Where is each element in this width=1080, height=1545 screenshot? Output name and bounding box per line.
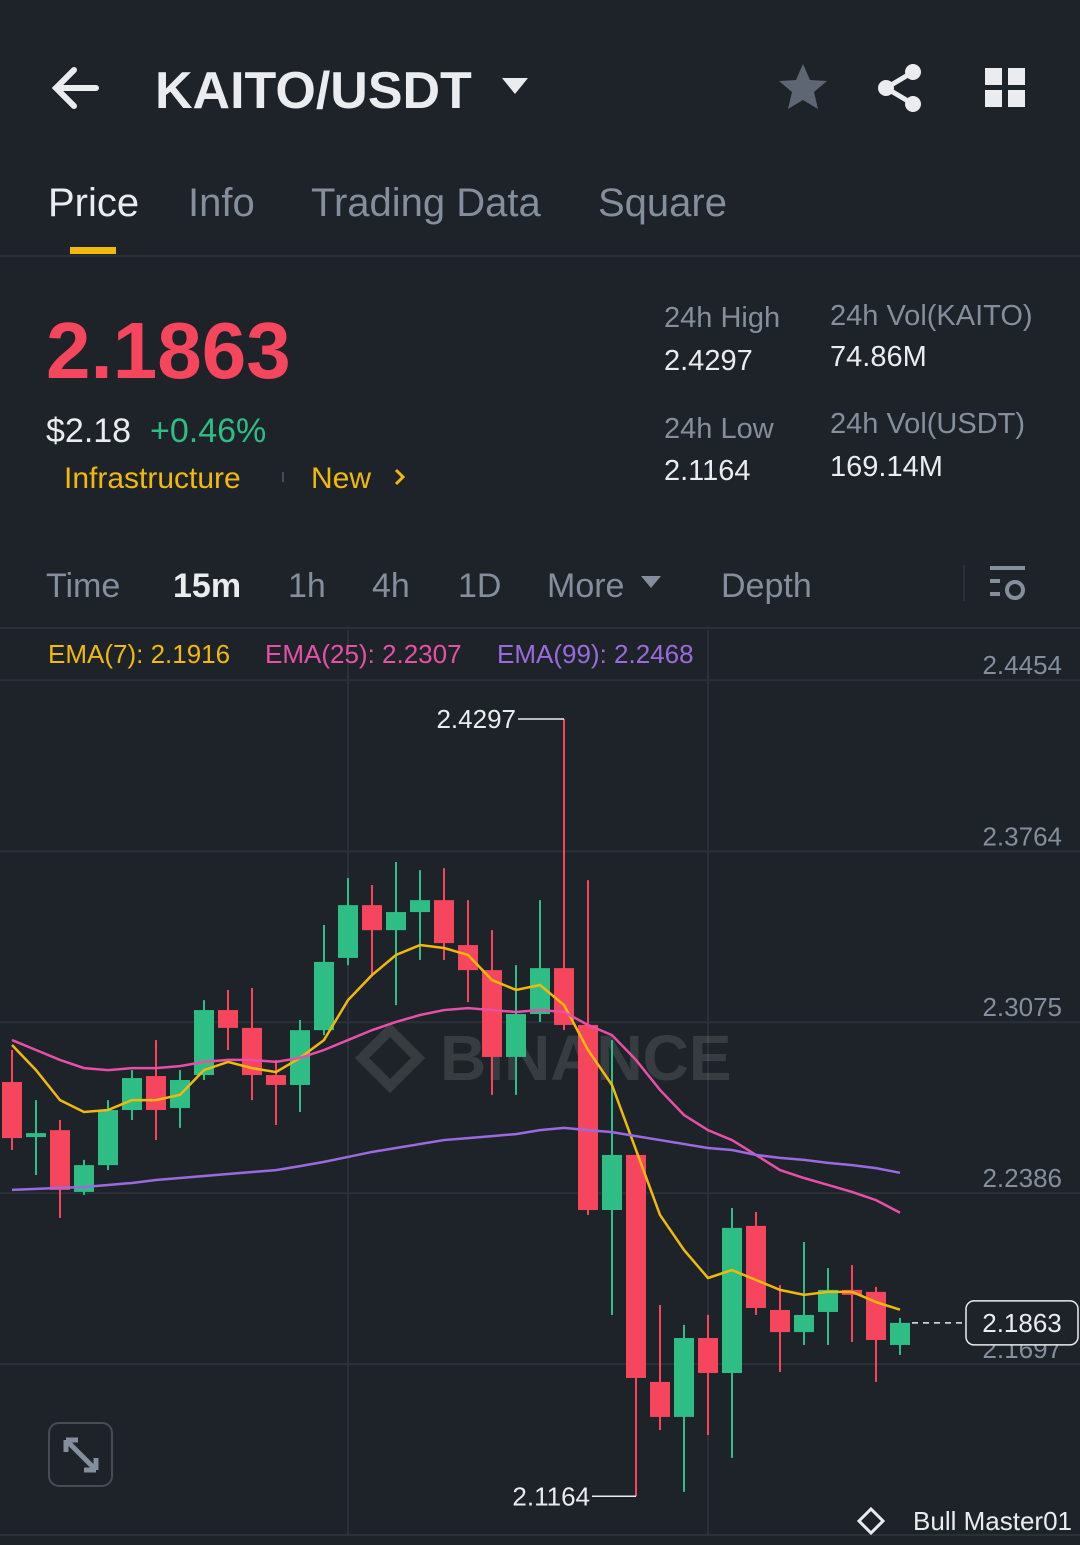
candle-body — [458, 945, 478, 971]
grid-icon[interactable] — [985, 68, 1025, 107]
candle-body — [386, 912, 406, 931]
candle-body — [98, 1110, 118, 1166]
interval[interactable]: 1h — [288, 567, 326, 605]
candle-body — [410, 900, 430, 913]
candle-body — [506, 1014, 526, 1057]
candle-body — [890, 1322, 910, 1345]
candle-body — [650, 1381, 670, 1417]
favorite-icon[interactable] — [779, 64, 827, 109]
chart: 2.44542.37642.30752.23862.1697BINANCEEMA… — [0, 630, 1080, 1535]
expand-button[interactable] — [48, 1422, 113, 1487]
chevron — [394, 468, 406, 486]
stat-label: 24h Vol(KAITO) — [830, 300, 1033, 332]
candle-body — [818, 1289, 838, 1312]
change: +0.46% — [150, 412, 266, 450]
candle-body — [722, 1227, 742, 1374]
stat-value: 74.86M — [830, 341, 927, 373]
share-icon[interactable] — [878, 64, 921, 112]
last-price: 2.1863 — [46, 306, 291, 395]
candle-body — [242, 1027, 262, 1076]
candle-body — [602, 1154, 622, 1211]
candle-body — [314, 961, 334, 1031]
candle-body — [26, 1133, 46, 1138]
y-tick-label: 2.3075 — [982, 992, 1062, 1022]
ema-line — [11, 1006, 901, 1214]
candle-body — [2, 1082, 22, 1139]
candle-body — [122, 1078, 142, 1111]
more-dropdown[interactable] — [641, 576, 661, 588]
stat-value: 2.4297 — [664, 345, 753, 377]
y-tick-label: 2.4454 — [982, 650, 1062, 680]
stat-value: 169.14M — [830, 451, 943, 483]
divider — [0, 1534, 1080, 1536]
candle-body — [434, 900, 454, 944]
stat-label: 24h Low — [664, 413, 775, 445]
candle-body — [218, 1010, 238, 1028]
last-price-label: 2.1863 — [982, 1308, 1062, 1338]
low-marker: 2.1164 — [512, 1481, 590, 1511]
interval[interactable]: Time — [46, 567, 120, 605]
tag[interactable]: New — [311, 462, 371, 495]
interval[interactable]: More — [547, 567, 624, 605]
last-price-box — [965, 1300, 1079, 1346]
interval[interactable]: 15m — [173, 567, 241, 605]
candle-body — [626, 1154, 646, 1378]
separator — [282, 472, 284, 482]
symbol-dropdown[interactable] — [502, 78, 528, 94]
interval[interactable]: Depth — [721, 567, 812, 605]
symbol[interactable]: KAITO/USDT — [155, 62, 472, 120]
divider — [0, 255, 1080, 257]
candle-body — [194, 1010, 214, 1076]
legend-entry: EMA(7): 2.1916 — [48, 639, 230, 669]
tab[interactable]: Square — [598, 181, 727, 225]
candle-body — [674, 1338, 694, 1417]
divider — [0, 627, 1080, 629]
y-tick-label: 2.2386 — [982, 1163, 1062, 1193]
legend-entry: EMA(25): 2.2307 — [265, 639, 462, 669]
candle-body — [482, 970, 502, 1057]
y-tick-label: 2.3764 — [982, 821, 1062, 851]
back-button[interactable] — [51, 67, 99, 109]
candle-body — [50, 1130, 70, 1190]
tab[interactable]: Price — [48, 181, 139, 225]
chart-settings-icon[interactable] — [990, 566, 1025, 600]
tab[interactable]: Trading Data — [311, 181, 542, 225]
legend-entry: EMA(99): 2.2468 — [497, 639, 694, 669]
usd-price: $2.18 — [46, 412, 131, 450]
separator — [963, 565, 965, 601]
candle-body — [530, 968, 550, 1015]
candle-body — [362, 905, 382, 931]
high-marker: 2.4297 — [436, 704, 516, 734]
candle-body — [266, 1075, 286, 1085]
ema-line — [11, 943, 901, 1311]
interval[interactable]: 4h — [372, 567, 410, 605]
candle-body — [794, 1314, 814, 1333]
tag[interactable]: Infrastructure — [64, 462, 241, 495]
tab-indicator — [70, 247, 116, 254]
candle-body — [746, 1225, 766, 1309]
credit-icon — [856, 1506, 886, 1536]
candle-body — [74, 1165, 94, 1192]
stat-value: 2.1164 — [664, 455, 751, 487]
candle-body — [698, 1338, 718, 1374]
credit: Bull Master01 — [913, 1506, 1072, 1536]
stat-label: 24h High — [664, 302, 780, 334]
candle-body — [770, 1309, 790, 1333]
back-icon — [51, 67, 99, 109]
stat-label: 24h Vol(USDT) — [830, 408, 1025, 440]
interval[interactable]: 1D — [458, 567, 501, 605]
candle-body — [338, 905, 358, 958]
candle-body — [578, 1024, 598, 1211]
watermark-logo — [354, 1022, 426, 1094]
ema-line — [11, 1126, 901, 1192]
tab[interactable]: Info — [188, 181, 255, 225]
candle-body — [146, 1076, 166, 1111]
